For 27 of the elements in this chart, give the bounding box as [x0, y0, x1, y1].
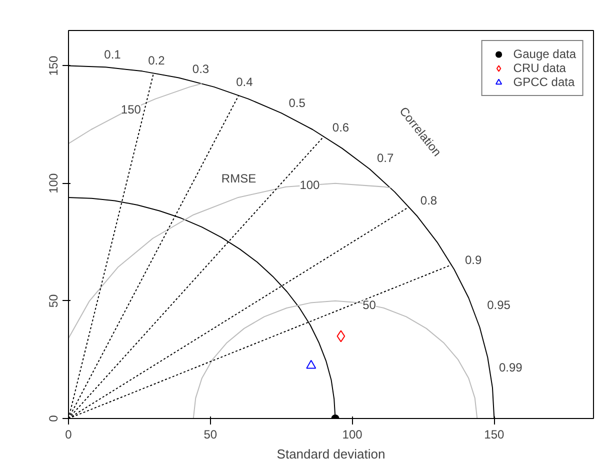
legend-label: GPCC data	[513, 75, 575, 89]
y-tick-label: 150	[46, 55, 60, 76]
y-tick-label: 0	[46, 414, 60, 422]
x-tick-label: 0	[65, 428, 72, 442]
annotation: 0.4	[236, 74, 254, 89]
annotation: RMSE	[221, 172, 256, 186]
y-tick-label: 50	[46, 294, 60, 308]
y-tick-label: 100	[46, 173, 60, 194]
annotation: 0.9	[464, 252, 482, 267]
annotation: 0.7	[376, 151, 394, 166]
x-axis-title: Standard deviation	[276, 446, 386, 462]
annotation: 50	[362, 298, 376, 312]
x-tick-label: 50	[204, 428, 218, 442]
annotation: 0.3	[192, 62, 210, 76]
annotation: 0.6	[332, 120, 350, 134]
annotation: 150	[120, 102, 142, 117]
annotation: 0.8	[420, 193, 438, 208]
annotation: 0.1	[104, 48, 122, 62]
annotation: 0.5	[288, 96, 306, 110]
annotation: 0.2	[148, 54, 166, 68]
x-tick-label: 100	[342, 428, 363, 442]
legend-label: CRU data	[513, 61, 566, 75]
legend-label: Gauge data	[513, 47, 576, 61]
x-tick-label: 150	[484, 428, 505, 442]
annotation: 0.95	[487, 298, 511, 312]
annotation: 100	[300, 178, 320, 192]
annotation: 0.99	[499, 360, 523, 374]
